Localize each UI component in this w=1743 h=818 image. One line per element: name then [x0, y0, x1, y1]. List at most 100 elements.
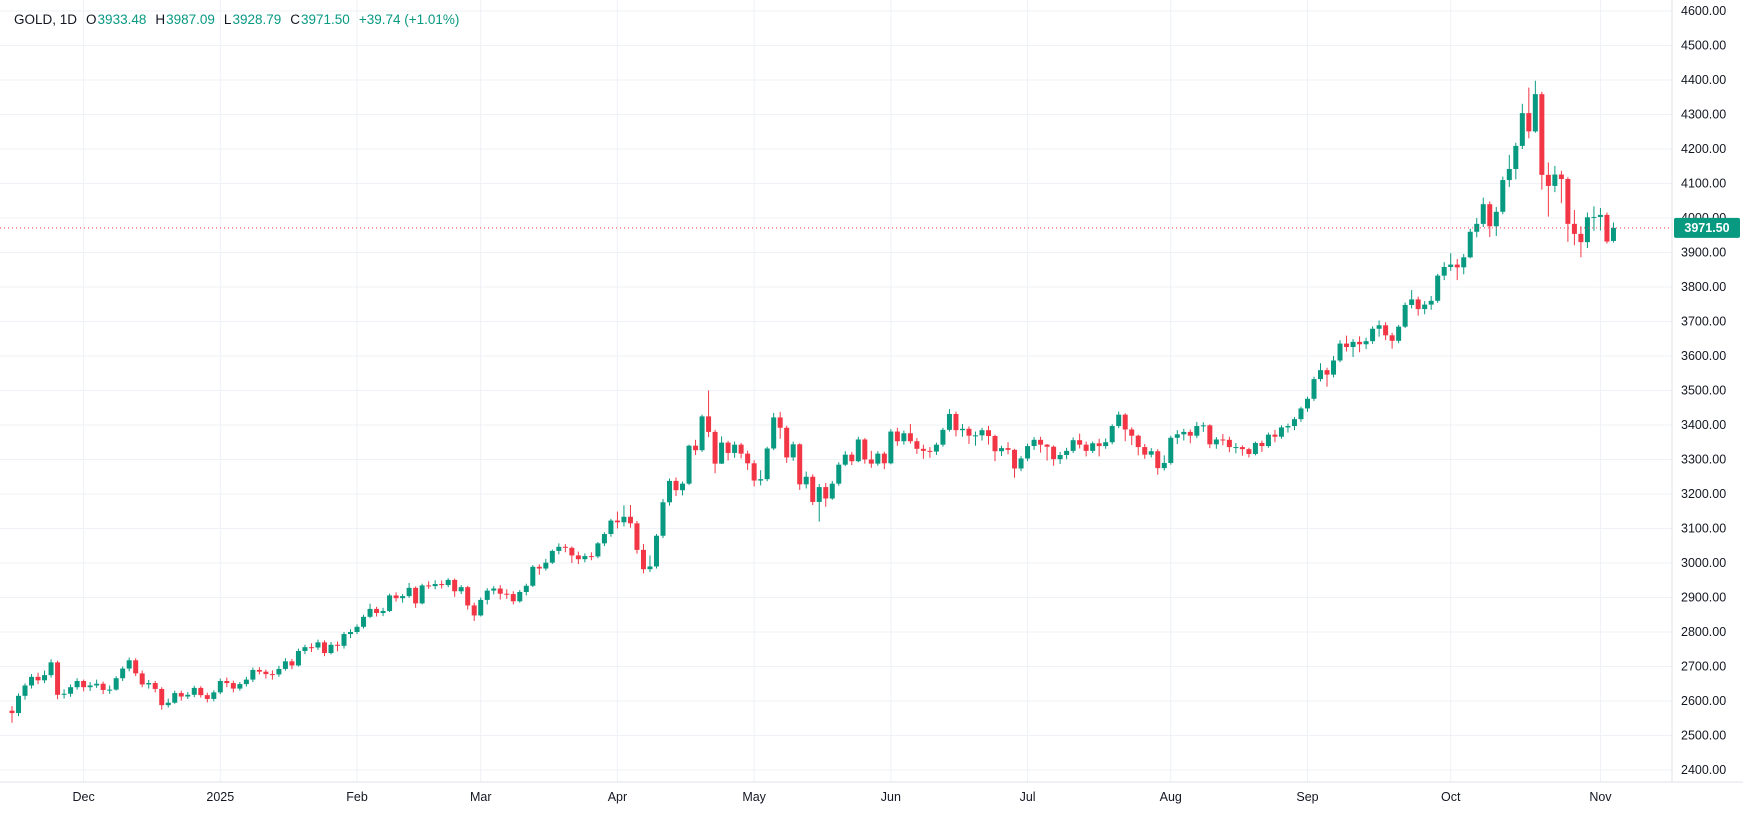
candle-down [907, 423, 913, 444]
candle-up [1252, 441, 1258, 456]
candle-body [1174, 434, 1180, 438]
candle-down [9, 706, 15, 723]
time-axis-label: Jul [1020, 790, 1036, 804]
candle-body [738, 444, 744, 454]
candle-up [608, 518, 614, 537]
candle-up [1304, 396, 1310, 412]
candle-down [725, 440, 731, 461]
price-axis-label: 2900.00 [1681, 591, 1726, 605]
candle-down [426, 581, 432, 589]
candle-body [335, 644, 340, 646]
candle-body [1285, 426, 1291, 428]
candle-body [1363, 341, 1369, 345]
candle-body [1493, 211, 1499, 227]
candle-up [530, 565, 536, 588]
candle-up [1057, 451, 1063, 464]
candle-up [758, 470, 764, 486]
candle-body [719, 442, 725, 464]
candle-body [556, 546, 562, 551]
candle-body [1441, 266, 1447, 276]
time-axis-label: Nov [1589, 790, 1612, 804]
candle-body [211, 692, 217, 699]
candle-body [1148, 451, 1154, 455]
candle-body [862, 439, 868, 460]
price-axis-label: 3500.00 [1681, 384, 1726, 398]
candle-up [621, 505, 627, 527]
candle-down [1558, 170, 1564, 204]
candle-body [191, 687, 197, 695]
candle-body [972, 435, 978, 437]
legend-change: +39.74 (+1.01%) [358, 12, 460, 27]
candle-up [653, 534, 659, 569]
candle-up [972, 431, 978, 446]
price-axis-label: 2800.00 [1681, 625, 1726, 639]
candle-body [250, 669, 256, 680]
candle-down [374, 606, 380, 617]
time-axis-label: Mar [470, 790, 492, 804]
candle-body [1532, 94, 1538, 132]
candle-up [42, 670, 48, 684]
candle-body [308, 647, 314, 649]
candle-body [1467, 231, 1473, 258]
candle-down [152, 680, 158, 693]
candle-body [1168, 437, 1174, 463]
candle-body [445, 579, 451, 586]
candle-body [1031, 439, 1037, 447]
candle-body [1337, 343, 1343, 361]
candle-down [335, 641, 340, 652]
candle-down [810, 474, 816, 506]
candle-down [133, 658, 139, 677]
candle-body [1012, 449, 1018, 469]
legend-open: O3933.48 [86, 12, 147, 27]
candle-body [894, 431, 900, 442]
candle-down [1096, 438, 1102, 457]
candle-body [1018, 458, 1024, 469]
candle-body [875, 453, 881, 464]
candle-body [426, 585, 432, 587]
candle-down [55, 660, 61, 700]
candle-up [979, 427, 985, 441]
candle-body [367, 608, 373, 617]
candle-up [699, 414, 705, 452]
candle-down [465, 585, 471, 610]
candle-up [387, 593, 393, 612]
symbol-title[interactable]: GOLD, 1D [14, 12, 78, 27]
candle-body [1122, 414, 1128, 430]
candle-down [204, 692, 210, 703]
candle-down [1129, 427, 1135, 446]
candle-up [946, 409, 952, 432]
price-axis-label: 4100.00 [1681, 177, 1726, 191]
candle-body [315, 642, 321, 648]
candle-up [523, 583, 529, 596]
candle-body [1428, 300, 1434, 305]
candle-down [614, 511, 620, 529]
candle-up [1480, 197, 1486, 227]
candle-body [810, 476, 816, 502]
candle-body [732, 444, 738, 453]
candle-down [986, 425, 991, 445]
candle-down [81, 679, 87, 692]
candle-down [706, 390, 712, 438]
candle-body [979, 430, 985, 436]
candle-body [217, 680, 223, 693]
candle-up [680, 481, 686, 496]
price-axis-label: 2500.00 [1681, 729, 1726, 743]
candle-up [1213, 437, 1219, 449]
candle-body [699, 416, 705, 451]
candle-down [777, 411, 783, 439]
candle-down [1487, 201, 1493, 237]
candle-body [1597, 214, 1603, 217]
candle-body [706, 416, 712, 432]
candle-body [1142, 447, 1148, 455]
candle-body [999, 448, 1005, 452]
candle-body [269, 674, 275, 676]
candle-body [1038, 439, 1044, 445]
candle-down [1012, 448, 1018, 478]
candle-body [1409, 299, 1415, 305]
candle-body [1396, 326, 1402, 341]
candle-up [549, 549, 555, 565]
candle-up [1174, 430, 1180, 444]
candle-body [647, 566, 653, 570]
legend-close: C3971.50 [290, 12, 350, 27]
